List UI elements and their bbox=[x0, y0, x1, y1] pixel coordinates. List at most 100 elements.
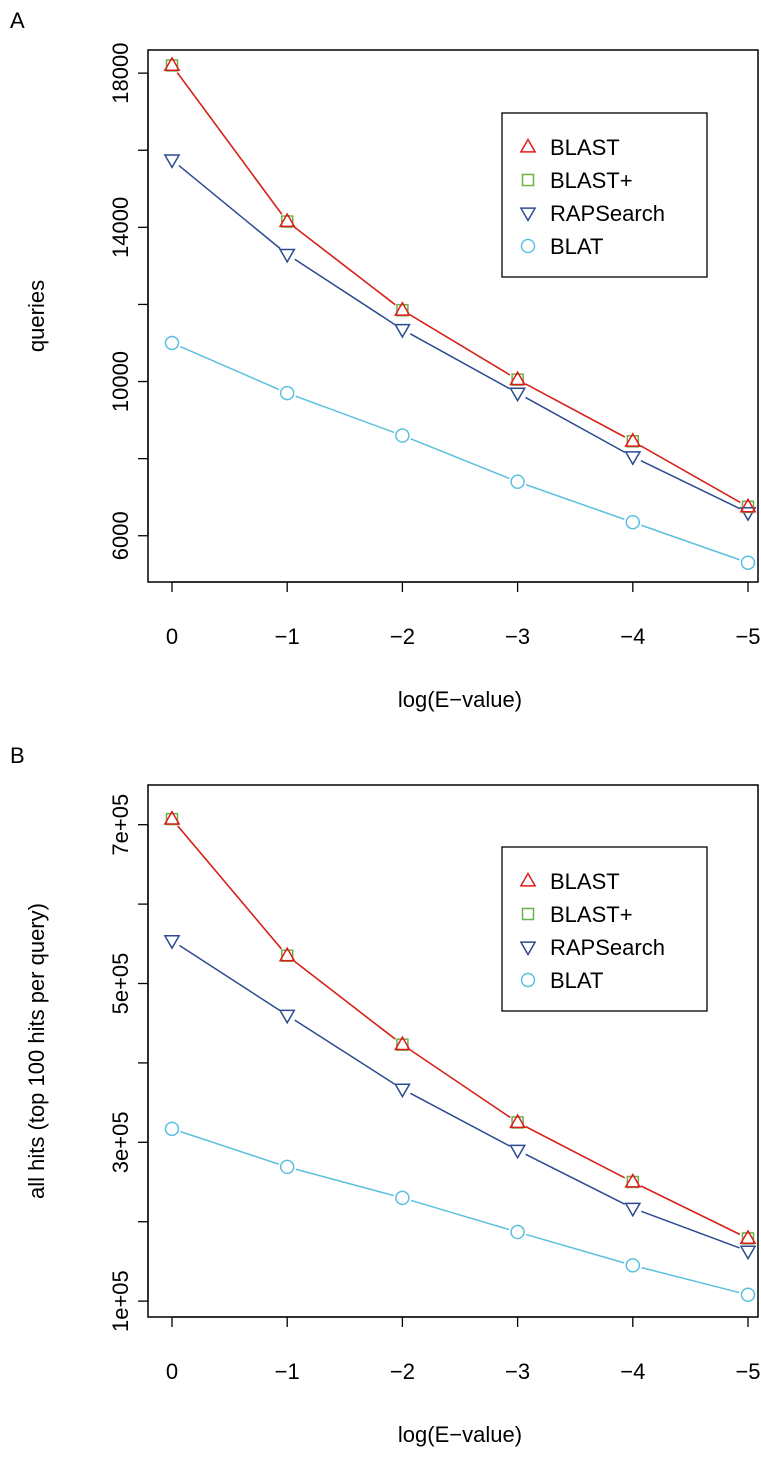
data-point bbox=[624, 1202, 642, 1218]
legend-label: RAPSearch bbox=[550, 935, 665, 960]
data-point bbox=[624, 1173, 642, 1188]
series-line-segment bbox=[179, 345, 280, 391]
series-line-segment bbox=[295, 1168, 394, 1197]
x-tick-label: −2 bbox=[390, 624, 415, 649]
series-blast bbox=[163, 56, 757, 513]
series-line-segment bbox=[640, 459, 741, 510]
data-point bbox=[393, 323, 411, 339]
series-line-segment bbox=[641, 1266, 740, 1294]
series-line-segment bbox=[526, 1233, 625, 1264]
legend-label: RAPSearch bbox=[550, 201, 665, 226]
series-rapsearch bbox=[163, 935, 757, 1261]
x-tick-label: −4 bbox=[620, 624, 645, 649]
data-point bbox=[510, 474, 525, 490]
data-point bbox=[739, 1245, 757, 1261]
data-point bbox=[278, 1009, 296, 1025]
data-point bbox=[279, 385, 295, 401]
data-point bbox=[739, 1229, 757, 1245]
data-point bbox=[509, 370, 527, 386]
series-layer-a bbox=[163, 56, 757, 570]
data-point bbox=[625, 514, 641, 530]
series-layer-b bbox=[163, 810, 757, 1303]
legend-marker bbox=[519, 871, 537, 887]
series-line-segment bbox=[409, 314, 511, 376]
x-tick-label: −3 bbox=[505, 624, 530, 649]
series-line-segment bbox=[525, 383, 626, 438]
series-line-segment bbox=[525, 1153, 626, 1205]
legend-label: BLAST+ bbox=[550, 902, 633, 927]
y-tick-label: 14000 bbox=[108, 197, 133, 258]
panel-b: B all hits (top 100 hits per query) log(… bbox=[10, 743, 761, 1447]
data-point bbox=[509, 1144, 527, 1160]
y-tick-label: 7e+05 bbox=[108, 794, 133, 856]
data-point bbox=[395, 428, 410, 443]
data-point bbox=[278, 946, 296, 962]
legend-marker bbox=[520, 238, 536, 254]
legend-box-a bbox=[501, 112, 708, 278]
data-point bbox=[278, 212, 296, 228]
y-axis-label-b: all hits (top 100 hits per query) bbox=[24, 903, 49, 1199]
legend-marker bbox=[521, 907, 535, 921]
legend-b: BLAST BLAST+ RAPSearch BLAT bbox=[501, 846, 708, 1012]
panel-letter-b: B bbox=[10, 743, 25, 768]
y-tick-label: 5e+05 bbox=[108, 953, 133, 1015]
data-point bbox=[509, 387, 527, 403]
legend-marker bbox=[520, 972, 536, 988]
x-tick-label: −4 bbox=[620, 1359, 645, 1384]
series-blast bbox=[163, 810, 757, 1245]
series-line-segment bbox=[293, 226, 396, 306]
data-point bbox=[279, 1159, 295, 1175]
series-line-segment bbox=[177, 825, 282, 950]
data-point bbox=[163, 56, 181, 72]
data-point bbox=[739, 506, 757, 522]
y-axis-label-a: queries bbox=[24, 280, 49, 352]
legend-marker bbox=[521, 173, 535, 187]
x-axis-label-a: log(E−value) bbox=[398, 687, 522, 712]
series-line-segment bbox=[410, 1199, 510, 1231]
y-tick-label: 3e+05 bbox=[108, 1111, 133, 1173]
legend-a: BLAST BLAST+ RAPSearch BLAT bbox=[501, 112, 708, 278]
legend-marker bbox=[519, 941, 537, 957]
data-point bbox=[624, 432, 642, 447]
y-tick-label: 18000 bbox=[108, 43, 133, 104]
x-tick-label: −5 bbox=[735, 1359, 760, 1384]
series-line-segment bbox=[178, 164, 281, 250]
series-line-segment bbox=[180, 1130, 279, 1165]
x-ticks-a: 0 −1 −2 −3 −4 −5 bbox=[166, 581, 761, 649]
series-line-segment bbox=[409, 1049, 511, 1119]
legend-label: BLAT bbox=[550, 234, 603, 259]
data-point bbox=[624, 451, 642, 466]
data-point bbox=[393, 1083, 411, 1099]
x-ticks-b: 0 −1 −2 −3 −4 −5 bbox=[166, 1316, 761, 1384]
y-tick-label: 10000 bbox=[108, 351, 133, 412]
series-line-segment bbox=[294, 258, 396, 326]
series-line-segment bbox=[176, 72, 283, 215]
data-point bbox=[739, 497, 757, 513]
series-blat bbox=[164, 335, 756, 570]
x-tick-label: −1 bbox=[275, 624, 300, 649]
series-line-segment bbox=[409, 1092, 511, 1147]
legend-label: BLAST+ bbox=[550, 168, 633, 193]
series-line-segment bbox=[525, 1125, 626, 1179]
series-line-segment bbox=[640, 445, 741, 504]
series-line-segment bbox=[293, 960, 396, 1040]
x-axis-label-b: log(E−value) bbox=[398, 1422, 522, 1447]
data-point bbox=[163, 935, 181, 950]
series-rapsearch bbox=[163, 154, 757, 522]
legend-label: BLAST bbox=[550, 869, 620, 894]
x-tick-label: −2 bbox=[390, 1359, 415, 1384]
series-line-segment bbox=[410, 438, 510, 480]
data-point bbox=[393, 301, 411, 316]
series-line-segment bbox=[525, 484, 625, 520]
y-tick-label: 1e+05 bbox=[108, 1270, 133, 1332]
data-point bbox=[164, 335, 180, 351]
series-line-segment bbox=[294, 1019, 396, 1085]
y-tick-label: 6000 bbox=[108, 511, 133, 560]
series-line-segment bbox=[295, 395, 395, 434]
data-point bbox=[740, 1287, 756, 1303]
data-point bbox=[509, 1113, 527, 1129]
series-line-segment bbox=[641, 524, 740, 561]
series-line-segment bbox=[179, 944, 281, 1012]
data-point bbox=[278, 248, 296, 264]
